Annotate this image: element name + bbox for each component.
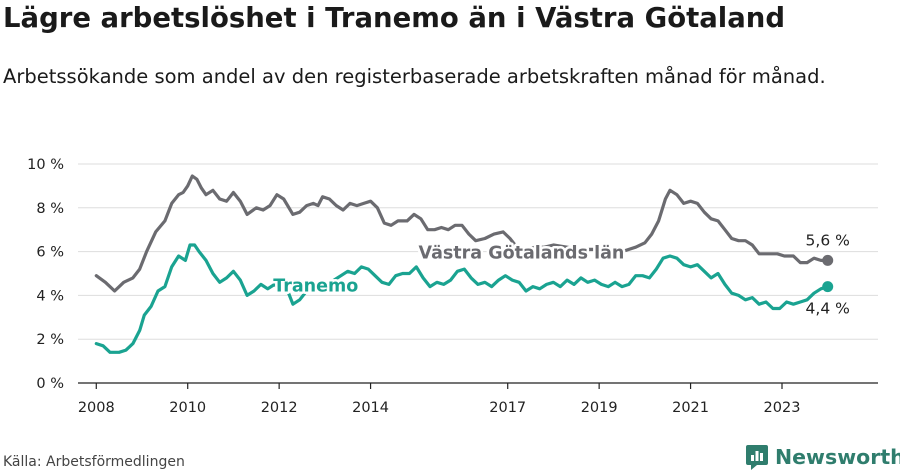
end-label-vastra-gotaland: 5,6 % <box>806 231 850 249</box>
x-tick-label: 2021 <box>672 400 709 416</box>
brand-logo: Newsworthy <box>745 443 900 471</box>
x-tick-label: 2017 <box>489 400 526 416</box>
x-tick-label: 2010 <box>169 400 206 416</box>
y-tick-label: 2 % <box>36 332 64 348</box>
end-label-tranemo-halo: 4,4 % <box>806 300 850 318</box>
x-tick-label: 2019 <box>581 400 618 416</box>
x-tick-label: 2014 <box>352 400 389 416</box>
y-tick-label: 6 % <box>36 245 64 261</box>
brand-name: Newsworthy <box>775 445 900 469</box>
x-tick-label: 2008 <box>78 400 115 416</box>
end-label-tranemo: 4,4 % <box>806 300 850 318</box>
y-tick-label: 4 % <box>36 288 64 304</box>
series-label-vastra-gotaland-halo: Västra Götalands län <box>419 244 625 264</box>
grid-layer <box>78 163 878 340</box>
x-tick-label: 2012 <box>261 400 298 416</box>
x-tick-label: 2023 <box>764 400 801 416</box>
newsworthy-logo-icon <box>746 445 768 470</box>
series-label-vastra-gotaland: Västra Götalands län <box>419 244 625 264</box>
end-point-vastra-gotaland <box>822 254 834 266</box>
page-title: Lägre arbetslöshet i Tranemo än i Västra… <box>3 2 786 34</box>
end-point-tranemo <box>822 281 834 293</box>
axis-layer: 0 % 2 % 4 % 6 % 8 % 10 % 2008 2010 2012 2014 2017 2… <box>27 157 878 416</box>
series-layer <box>94 174 834 354</box>
y-tick-label: 8 % <box>36 201 64 217</box>
series-line-vastra-gotaland <box>94 174 830 293</box>
source-note: Källa: Arbetsförmedlingen <box>3 454 185 470</box>
series-label-tranemo: Tranemo <box>273 276 358 296</box>
series-line-tranemo <box>94 243 830 354</box>
end-label-vastra-gotaland-halo: 5,6 % <box>806 231 850 249</box>
page-subtitle: Arbetssökande som andel av den registerb… <box>3 65 826 88</box>
series-label-tranemo-halo: Tranemo <box>273 276 358 296</box>
y-tick-label: 0 % <box>36 376 64 392</box>
y-tick-label: 10 % <box>27 157 64 173</box>
